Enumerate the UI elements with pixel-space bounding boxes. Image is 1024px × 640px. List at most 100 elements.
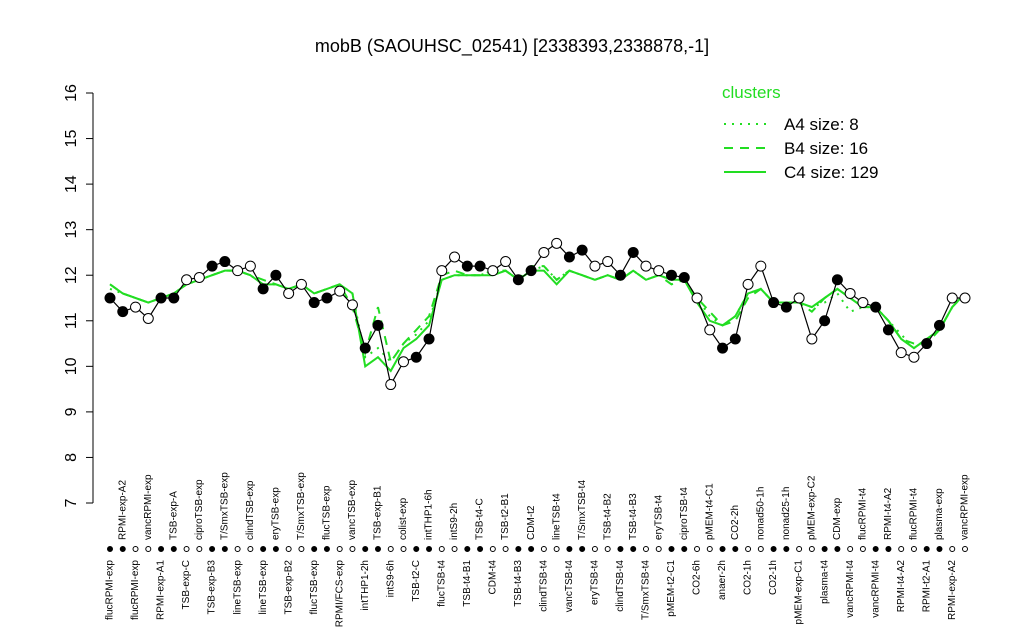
sample-dot — [910, 546, 917, 552]
data-point — [857, 297, 869, 309]
sample-dot — [885, 546, 892, 552]
y-tick-label: 12 — [63, 266, 80, 284]
sample-dot — [426, 546, 433, 552]
x-tick-label: lineTSB-t4 — [551, 493, 562, 540]
x-tick-label: flucRPMI-exp — [105, 560, 116, 620]
y-tick-label: 9 — [63, 407, 80, 416]
data-point — [372, 319, 384, 331]
x-tick-label: T/SmxTSB-exp — [219, 472, 230, 540]
data-point — [563, 251, 575, 263]
x-tick-label: flucTSB-t4 — [436, 560, 447, 607]
data-point — [704, 324, 716, 336]
sample-dot — [477, 546, 484, 552]
sample-dot — [540, 546, 547, 552]
x-tick-label: pMEM-t2-C1 — [666, 560, 677, 617]
data-point — [678, 272, 690, 283]
x-tick-label: RPMI-exp-A2 — [947, 560, 958, 620]
x-tick-label: intS9-2h — [449, 503, 460, 540]
x-tick-label: TSB-exp-B3 — [207, 560, 218, 615]
y-tick-label: 13 — [63, 221, 80, 239]
sample-dot — [898, 546, 905, 552]
x-tick-label: RPMI-t2-A1 — [921, 560, 932, 613]
sample-dot — [604, 546, 611, 552]
x-tick-label: pMEM-exp-C2 — [807, 475, 818, 540]
x-tick-label: T/SmxTSB-exp — [296, 472, 307, 540]
data-point — [959, 292, 971, 304]
sample-dot — [209, 546, 216, 552]
sample-dot — [757, 546, 764, 552]
x-tick-label: vancRPMI-exp — [960, 474, 971, 540]
sample-dot — [528, 546, 535, 552]
data-point — [436, 265, 448, 277]
sample-dot — [107, 546, 113, 552]
x-tick-label: TSB-exp-B1 — [373, 485, 384, 540]
data-point — [398, 356, 410, 368]
data-point — [206, 260, 218, 272]
sample-dot — [872, 546, 879, 552]
data-point — [806, 333, 818, 345]
data-point — [474, 260, 486, 272]
x-tick-label: intS9-6h — [385, 560, 396, 597]
sample-dot — [719, 546, 726, 552]
data-point — [219, 256, 231, 268]
data-point — [461, 260, 473, 272]
data-point — [614, 269, 626, 281]
x-tick-label: ciproTSB-exp — [194, 479, 205, 540]
x-tick-label: colist-exp — [398, 497, 409, 540]
sample-dot — [642, 546, 649, 552]
data-point — [283, 287, 295, 299]
data-point — [500, 256, 512, 268]
sample-dot — [732, 546, 739, 552]
x-tick-label: plasma-exp — [934, 488, 945, 540]
data-point — [308, 297, 320, 309]
x-tick-label: T/SmxTSB-t4 — [577, 480, 588, 540]
data-point — [602, 256, 614, 268]
x-tick-label: RPMI/FCS-exp — [334, 560, 345, 628]
x-tick-label: T/SmxTSB-t4 — [641, 560, 652, 620]
sample-dot — [821, 546, 828, 552]
sample-dot — [630, 546, 637, 552]
data-point — [346, 299, 358, 311]
data-point — [691, 292, 703, 304]
x-tick-label: TSB-exp-B2 — [283, 560, 294, 615]
data-point — [665, 269, 677, 281]
data-point — [257, 283, 269, 295]
y-tick-label: 14 — [63, 175, 80, 193]
x-tick-label: eryTSB-exp — [271, 487, 282, 540]
x-tick-label: clindTSB-exp — [245, 480, 256, 540]
x-tick-label: TSB-t4-B2 — [602, 493, 613, 540]
data-point — [104, 292, 116, 304]
sample-dot — [400, 546, 407, 552]
x-tick-label: eryTSB-t4 — [653, 495, 664, 540]
x-tick-label: TSB-t2-C — [411, 560, 422, 602]
expression-line — [109, 242, 965, 387]
sample-dot — [298, 546, 305, 552]
x-tick-label: clindTSB-t4 — [615, 560, 626, 612]
x-tick-label: flucRPMI-exp — [130, 560, 141, 620]
y-tick-label: 16 — [63, 84, 80, 102]
x-tick-label: nonad50-1h — [755, 487, 766, 540]
sample-dot — [936, 546, 943, 552]
y-tick-label: 8 — [63, 453, 80, 462]
y-tick-label: 15 — [63, 130, 80, 148]
x-tick-label: vancRPMI-t4 — [870, 560, 881, 618]
x-tick-label: lineTSB-exp — [258, 560, 269, 615]
x-tick-label: TSB-t2-B1 — [500, 493, 511, 540]
data-point — [755, 260, 767, 272]
x-tick-label: flucTSB-exp — [322, 485, 333, 540]
x-tick-label: TSB-t4-B3 — [513, 560, 524, 607]
sample-dot — [515, 546, 522, 552]
x-tick-label: ciproTSB-t4 — [679, 487, 690, 540]
y-tick-label: 10 — [63, 357, 80, 375]
sample-dot — [859, 546, 866, 552]
sample-dot — [132, 546, 139, 552]
sample-dot — [323, 546, 330, 552]
sample-dot — [834, 546, 841, 552]
x-tick-label: lineTSB-exp — [232, 560, 243, 615]
data-point — [232, 265, 244, 277]
data-point — [627, 246, 639, 258]
sample-dot — [591, 546, 598, 552]
data-point — [487, 265, 499, 277]
x-tick-label: TSB-exp-C — [181, 560, 192, 609]
sample-dot — [145, 546, 152, 552]
